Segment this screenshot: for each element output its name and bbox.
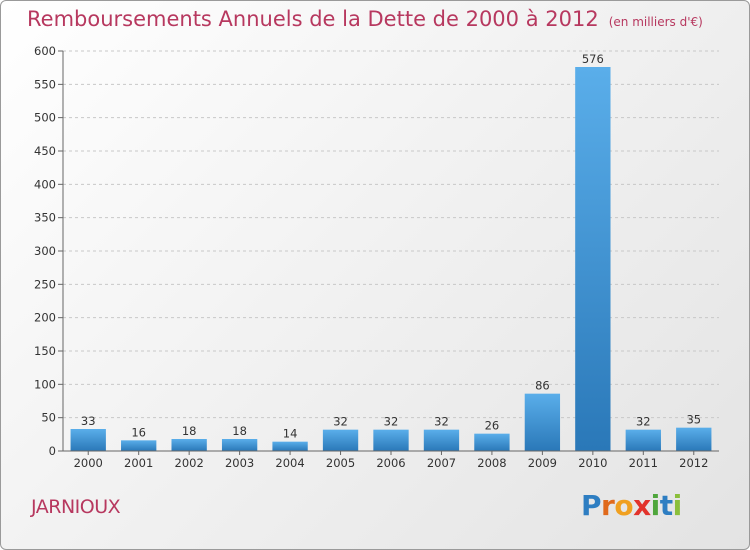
y-tick-label: 100 (34, 377, 56, 391)
y-tick-label: 200 (34, 311, 56, 325)
x-tick-label: 2007 (427, 456, 456, 470)
x-tick-label: 2005 (326, 456, 355, 470)
bar (70, 429, 106, 451)
bar (322, 429, 359, 451)
bar (121, 440, 157, 451)
bar (625, 429, 661, 451)
y-tick-label: 400 (34, 177, 56, 191)
x-tick-label: 2010 (578, 456, 607, 470)
bar-value-label: 32 (434, 415, 449, 429)
bar-value-label: 32 (384, 415, 399, 429)
y-tick-label: 300 (34, 244, 56, 258)
bar-value-label: 35 (686, 413, 701, 427)
bar-value-label: 18 (232, 424, 247, 438)
x-tick-label: 2009 (528, 456, 557, 470)
title-text: Remboursements Annuels de la Dette de 20… (27, 7, 599, 31)
grid-lines (63, 50, 719, 419)
y-tick-label: 150 (34, 344, 56, 358)
y-tick-label: 450 (34, 144, 56, 158)
bar-value-label: 16 (131, 425, 146, 439)
bar-value-label: 32 (636, 415, 651, 429)
place-name: JARNIOUX (31, 496, 121, 518)
bar (171, 439, 207, 451)
y-tick-label: 50 (41, 411, 56, 425)
logo-letter: i (672, 489, 683, 522)
y-tick-label: 550 (34, 77, 56, 91)
chart-title: Remboursements Annuels de la Dette de 20… (27, 7, 703, 31)
bar (373, 429, 409, 451)
y-tick-label: 600 (34, 44, 56, 58)
x-tick-label: 2011 (629, 456, 658, 470)
bar-value-label: 18 (182, 424, 197, 438)
y-tick-label: 350 (34, 211, 56, 225)
bar-value-label: 32 (333, 415, 348, 429)
proxiti-logo: Proxiti (581, 489, 682, 522)
x-tick-label: 2006 (376, 456, 405, 470)
logo-letter: r (601, 489, 615, 522)
x-tick-label: 2008 (477, 456, 506, 470)
logo-letter: P (581, 489, 602, 522)
bar-value-label: 14 (283, 427, 298, 441)
unit-label: (en milliers d'€) (608, 15, 703, 29)
bar (676, 427, 712, 451)
bar (423, 429, 460, 451)
y-tick-label: 250 (34, 277, 56, 291)
bar-value-label: 576 (582, 52, 604, 66)
bar (524, 393, 561, 451)
logo-letter: x (633, 489, 651, 522)
x-axis-ticks: 2000 2001 2002 2003 2004 2005 2006 2007 2008 2009… (74, 451, 708, 470)
x-tick-label: 2004 (275, 456, 304, 470)
x-tick-label: 2012 (679, 456, 708, 470)
x-tick-label: 2002 (175, 456, 204, 470)
y-tick-label: 0 (49, 444, 56, 458)
x-tick-label: 2001 (124, 456, 153, 470)
bar (474, 433, 510, 451)
logo-letter: t (659, 489, 673, 522)
bar (272, 441, 308, 451)
logo-letter: o (614, 489, 634, 522)
y-axis-ticks: 0 50 100 150 200 250 300 350 400 450 500 550 600 (34, 44, 63, 458)
bar-value-label: 26 (485, 419, 500, 433)
x-tick-label: 2000 (74, 456, 103, 470)
x-tick-label: 2003 (225, 456, 254, 470)
bar (575, 67, 611, 451)
y-tick-label: 500 (34, 111, 56, 125)
bar-value-label: 33 (81, 414, 96, 428)
bar (221, 439, 258, 451)
bar-value-label: 86 (535, 379, 550, 393)
logo-letter: i (650, 489, 661, 522)
bars: 33 16 18 18 14 32 32 32 26 86 576 32 35 (70, 52, 712, 451)
